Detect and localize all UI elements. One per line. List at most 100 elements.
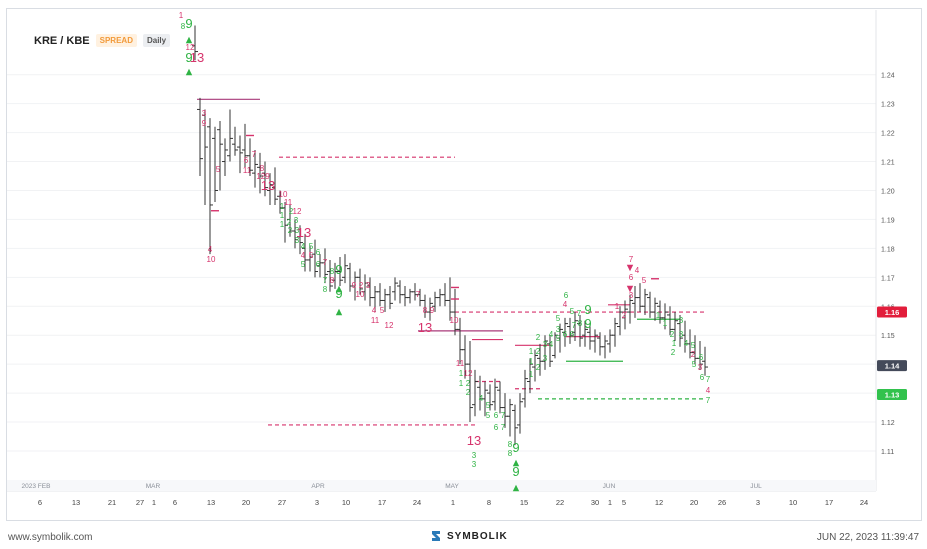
count-label: 2 bbox=[670, 330, 675, 339]
buy-signal-icon bbox=[335, 308, 343, 316]
count-label: 8 bbox=[330, 267, 335, 276]
count-label: 2 bbox=[536, 363, 541, 372]
x-tick-label: 6 bbox=[173, 498, 177, 507]
count-label: 1 bbox=[280, 202, 285, 211]
timeframe-badge[interactable]: Daily bbox=[142, 34, 171, 47]
count-label: 11 bbox=[284, 198, 293, 207]
month-label: JUN bbox=[603, 483, 616, 490]
count-label: 1 bbox=[529, 347, 534, 356]
count-label: 3 bbox=[543, 340, 548, 349]
count-label: 2 bbox=[536, 347, 541, 356]
sell-signal-icon bbox=[626, 285, 634, 293]
count-label: 9 bbox=[335, 262, 342, 277]
y-tick-label: 1.23 bbox=[881, 102, 895, 109]
count-label: 9 bbox=[512, 464, 519, 479]
count-label: 4 bbox=[479, 394, 484, 403]
count-label: 12 bbox=[385, 321, 394, 330]
count-label: 5 bbox=[309, 242, 314, 251]
count-label: 10 bbox=[207, 255, 216, 264]
count-label: 1 bbox=[179, 11, 184, 20]
count-label: 2 bbox=[466, 379, 471, 388]
count-label: 8 bbox=[330, 276, 335, 285]
count-label: 2 bbox=[289, 207, 294, 216]
count-label: 2 bbox=[691, 350, 696, 359]
x-tick-label: 6 bbox=[38, 498, 42, 507]
count-label: 4 bbox=[549, 330, 554, 339]
count-label: 7 bbox=[577, 309, 582, 318]
spread-badge: SPREAD bbox=[95, 34, 137, 47]
count-label: 12 bbox=[186, 43, 195, 52]
month-band bbox=[7, 480, 876, 491]
y-tick-label: 1.19 bbox=[881, 217, 895, 224]
x-tick-label: 15 bbox=[520, 498, 528, 507]
count-label: 6 bbox=[316, 260, 321, 269]
x-tick-label: 27 bbox=[278, 498, 286, 507]
month-label: 2023 FEB bbox=[22, 483, 51, 490]
count-label: 5 bbox=[301, 260, 306, 269]
count-label: 13 bbox=[261, 178, 275, 193]
footer-url[interactable]: www.symbolik.com bbox=[8, 532, 93, 543]
x-tick-label: 3 bbox=[315, 498, 319, 507]
count-label: 5 bbox=[486, 401, 491, 410]
count-label: 1 bbox=[529, 370, 534, 379]
x-tick-label: 10 bbox=[342, 498, 350, 507]
count-label: 3 bbox=[472, 460, 477, 469]
y-tick-label: 1.22 bbox=[881, 131, 895, 138]
y-tick-label: 1.12 bbox=[881, 420, 895, 427]
x-tick-label: 8 bbox=[487, 498, 491, 507]
count-label: 1 bbox=[280, 211, 285, 220]
count-label: 4 bbox=[684, 339, 689, 348]
price-tag bbox=[877, 389, 907, 401]
count-label: 7 bbox=[572, 321, 577, 330]
x-tick-label: 30 bbox=[591, 498, 599, 507]
count-label: 6 bbox=[316, 248, 321, 257]
count-label: 2 bbox=[622, 311, 627, 320]
footer-timestamp: JUN 22, 2023 11:39:47 bbox=[816, 532, 919, 543]
count-label: 8 bbox=[508, 440, 513, 449]
count-label: 12 bbox=[293, 207, 302, 216]
count-label: 6 bbox=[244, 156, 249, 165]
count-label: 9 bbox=[584, 316, 591, 331]
count-label: 4 bbox=[301, 251, 306, 260]
count-label: 10 bbox=[450, 316, 459, 325]
count-label: 7 bbox=[501, 423, 506, 432]
count-label: 3 bbox=[679, 316, 684, 325]
count-label: 2 bbox=[536, 333, 541, 342]
x-tick-label: 20 bbox=[690, 498, 698, 507]
y-tick-label: 1.11 bbox=[881, 449, 894, 456]
count-label: 4 bbox=[208, 245, 213, 254]
count-label: 6 bbox=[629, 273, 634, 282]
count-label: 13 bbox=[190, 50, 204, 65]
count-label: 3 bbox=[698, 363, 703, 372]
count-label: 8 bbox=[323, 285, 328, 294]
count-label: 5 bbox=[380, 306, 385, 315]
x-tick-label: 24 bbox=[413, 498, 421, 507]
count-label: 7 bbox=[629, 255, 634, 264]
price-tag-label: 1.16 bbox=[885, 308, 900, 317]
x-tick-label: 13 bbox=[207, 498, 215, 507]
count-label: 1 bbox=[656, 311, 661, 320]
count-label: 6 bbox=[494, 423, 499, 432]
count-label: 8 bbox=[260, 164, 265, 173]
symbol-name[interactable]: KRE / KBE bbox=[34, 34, 90, 47]
count-label: 11 bbox=[371, 316, 380, 325]
chart-frame bbox=[6, 8, 922, 521]
count-label: 9 bbox=[202, 119, 207, 128]
buy-signal-icon bbox=[185, 36, 193, 44]
count-label: 6 bbox=[700, 373, 705, 382]
count-label: 3 bbox=[556, 325, 561, 334]
month-label: JUL bbox=[750, 483, 762, 490]
count-label: 3 bbox=[366, 281, 371, 290]
count-label: 6 bbox=[699, 353, 704, 362]
count-label: 3 bbox=[295, 236, 300, 245]
sell-signal-icon bbox=[626, 264, 634, 272]
count-label: 1 bbox=[615, 302, 620, 311]
y-tick-label: 1.24 bbox=[881, 73, 895, 80]
count-label: 5 bbox=[692, 360, 697, 369]
buy-signal-icon bbox=[185, 68, 193, 76]
count-label: 7 bbox=[323, 258, 328, 267]
x-tick-label: 20 bbox=[242, 498, 250, 507]
count-label: 1 bbox=[663, 319, 668, 328]
count-label: 13 bbox=[297, 225, 311, 240]
